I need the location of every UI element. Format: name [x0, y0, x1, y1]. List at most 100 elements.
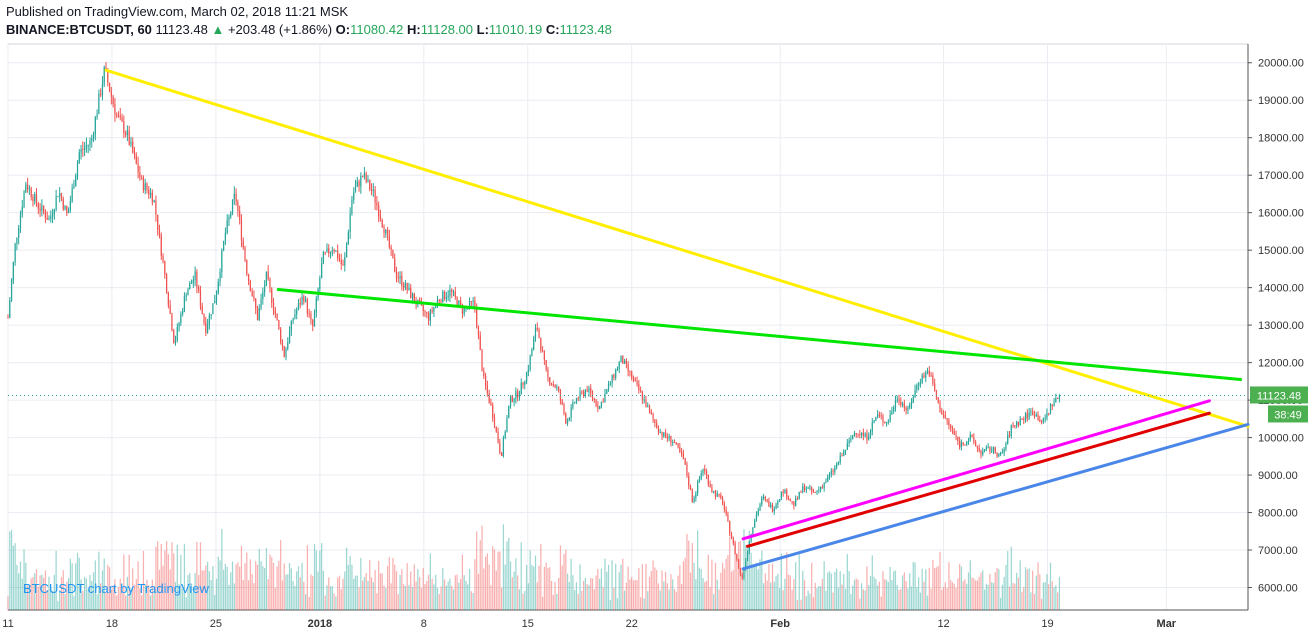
volume-bar [1032, 570, 1034, 610]
candle-body [821, 487, 824, 489]
candle-body [745, 560, 747, 569]
candle-body [25, 184, 27, 193]
candle-body [14, 243, 16, 262]
volume-bar [588, 585, 590, 610]
volume-bar [702, 577, 704, 610]
candle-body [41, 205, 43, 211]
candle-body [303, 296, 305, 301]
volume-bar [762, 583, 765, 610]
published-line: Published on TradingView.com, March 02, … [6, 4, 349, 19]
volume-bar [533, 566, 535, 610]
candle-body [117, 115, 120, 117]
volume-bar [545, 562, 547, 610]
candle-body [588, 387, 590, 392]
candle-body [973, 436, 975, 443]
volume-bar [673, 589, 676, 610]
candle-body [92, 134, 95, 139]
candle-body [632, 378, 635, 380]
volume-bar [119, 578, 121, 610]
candle-body [602, 401, 604, 403]
candle-body [335, 250, 337, 252]
volume-bar [1012, 582, 1014, 610]
volume-bar [987, 584, 989, 610]
symbol-label: BINANCE:BTCUSDT, 60 [6, 22, 152, 37]
high-value: 11128.00 [420, 22, 474, 37]
volume-bar [695, 579, 697, 610]
candle-body [718, 493, 720, 496]
candle-body [44, 212, 47, 219]
volume-bar [951, 582, 954, 610]
candle-body [809, 487, 811, 489]
volume-bar [94, 560, 96, 610]
volume-bar [452, 589, 455, 610]
candle-body [374, 189, 376, 203]
candle-body [1001, 452, 1003, 454]
volume-bar [383, 585, 385, 610]
candle-body [436, 300, 439, 305]
candle-body [91, 138, 93, 141]
volume-bar [374, 569, 376, 610]
candle-body [126, 130, 129, 135]
candle-body [124, 133, 127, 135]
volume-bar [561, 565, 563, 610]
price-tick-label: 14000.00 [1258, 283, 1304, 295]
candle-body [1053, 402, 1055, 407]
volume-bar [66, 581, 68, 610]
candle-body [344, 256, 346, 266]
candle-body [568, 417, 570, 421]
candle-body [595, 399, 597, 406]
volume-bar [652, 560, 654, 610]
volume-bar [1017, 577, 1020, 610]
candle-body [460, 300, 462, 305]
candle-body [889, 414, 891, 422]
candle-body [9, 300, 11, 318]
volume-bar [443, 579, 446, 610]
candle-body [786, 489, 788, 499]
volume-bar [748, 530, 750, 610]
candle-body [775, 504, 777, 510]
candle-body [495, 426, 497, 432]
candle-body [1007, 435, 1009, 444]
volume-bar [682, 561, 685, 610]
volume-bar [921, 568, 923, 610]
candle-body [419, 300, 421, 303]
volume-bar [62, 570, 64, 610]
candle-body [978, 447, 980, 451]
candle-body [711, 487, 713, 492]
volume-bar [819, 586, 822, 610]
volume-bar [967, 572, 970, 610]
volume-bar [909, 573, 911, 610]
volume-bar [141, 595, 143, 610]
volume-bar [773, 581, 775, 610]
volume-bar [777, 573, 779, 610]
volume-bar [333, 593, 335, 610]
volume-bar [148, 585, 150, 610]
candle-body [331, 250, 333, 252]
volume-bar [401, 569, 403, 610]
candle-body [682, 453, 685, 459]
candle-body [1051, 404, 1053, 407]
candle-body [123, 121, 125, 134]
candle-body [901, 403, 904, 405]
volume-bar [32, 577, 34, 610]
candle-body [180, 313, 182, 324]
candle-body [306, 299, 309, 314]
candle-body [743, 568, 745, 578]
volume-bar [183, 543, 186, 610]
volume-bar [554, 582, 556, 610]
volume-bar [98, 551, 100, 610]
volume-bar [221, 528, 223, 610]
volume-bar [100, 583, 102, 610]
candle-body [606, 389, 608, 394]
candle-body [85, 145, 88, 148]
change-value: +203.48 (+1.86%) [227, 22, 333, 37]
volume-bar [529, 550, 531, 610]
last-price: 11123.48 [155, 22, 208, 37]
candle-body [556, 386, 558, 388]
volume-bar [704, 582, 706, 610]
candle-body [399, 275, 401, 279]
candle-body [859, 434, 861, 436]
volume-bar [410, 571, 412, 610]
volume-bar [625, 582, 627, 610]
